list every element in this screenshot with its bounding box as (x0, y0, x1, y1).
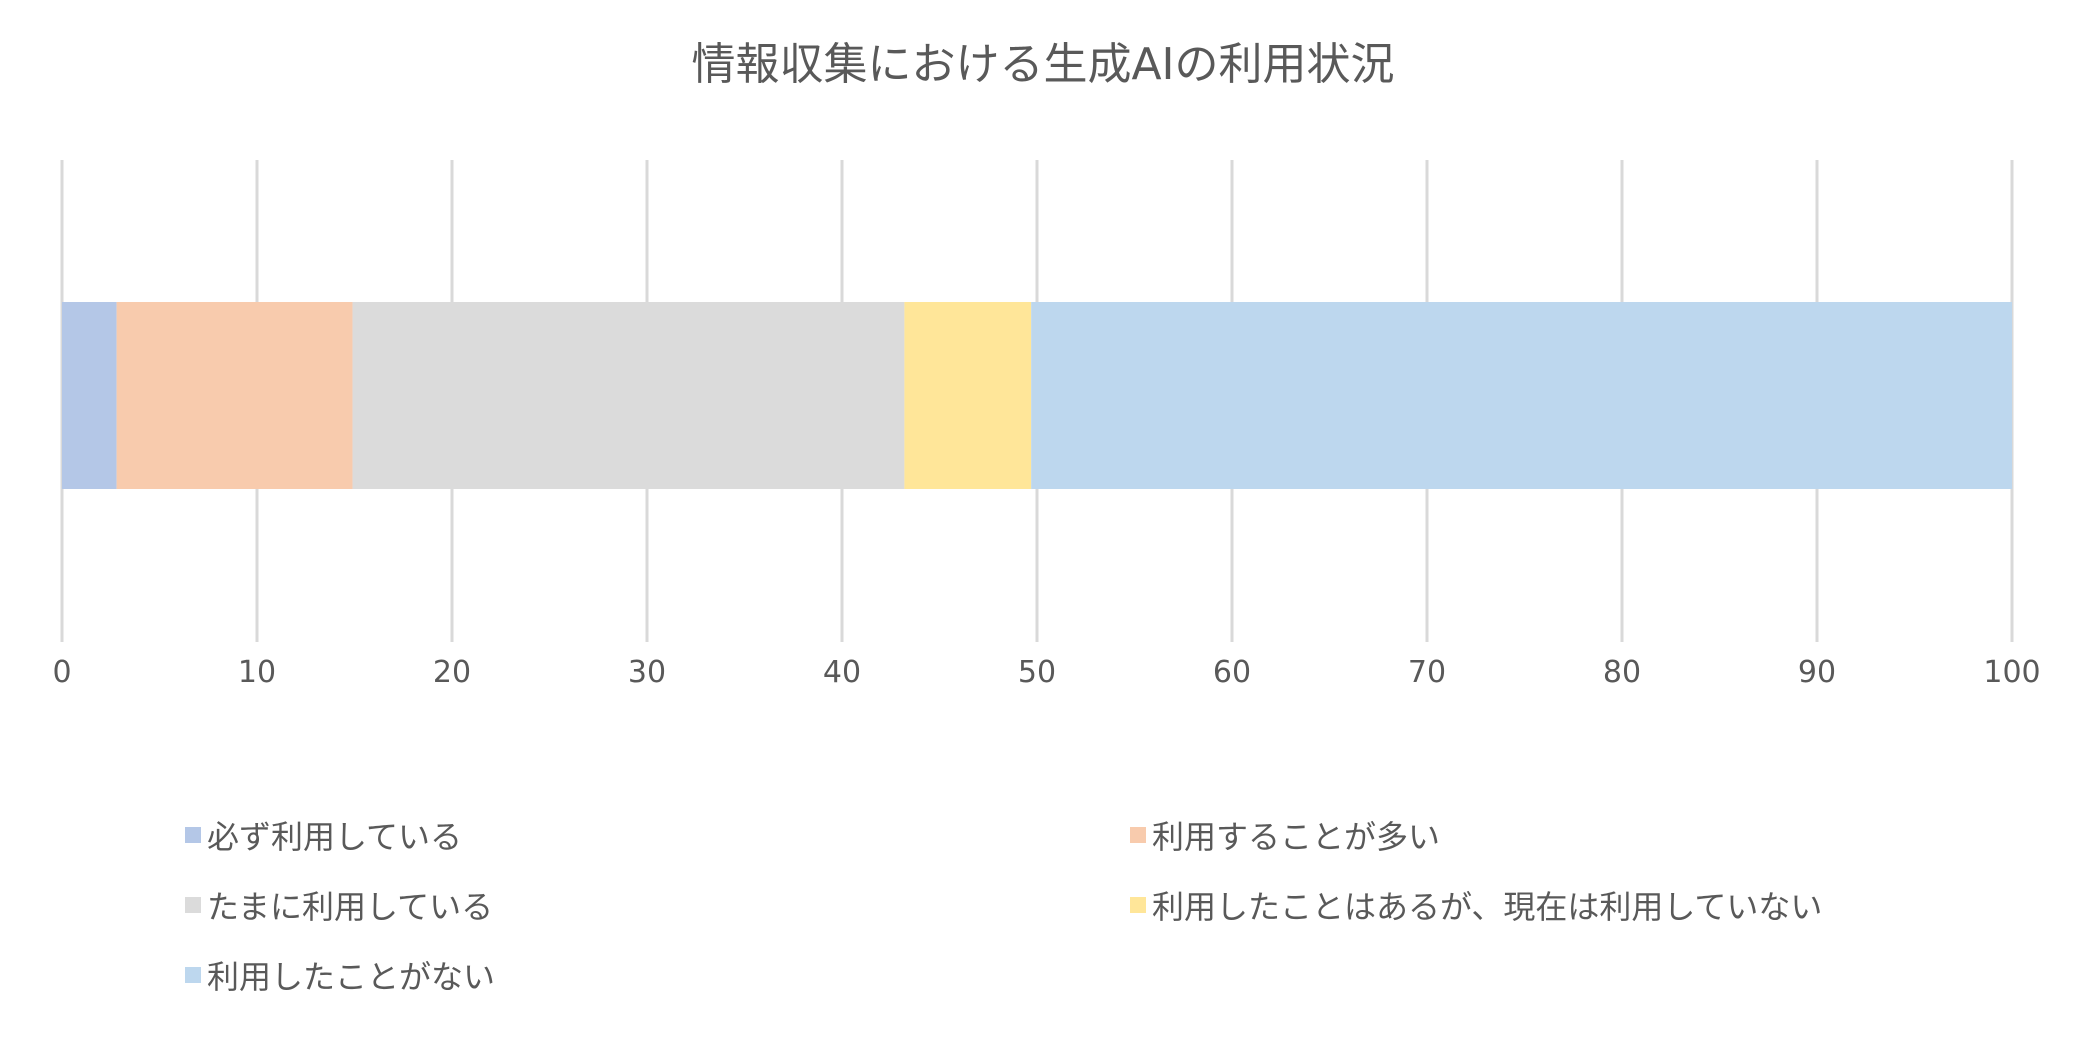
plot-area: 0 10 20 30 40 50 60 70 80 90 100 (52, 160, 2041, 690)
bar-segment-1 (62, 302, 117, 489)
x-tick-label: 10 (238, 655, 276, 690)
bar-segment-2 (116, 302, 353, 489)
x-tick-label: 60 (1213, 655, 1251, 690)
legend-label: 必ず利用している (207, 818, 463, 856)
legend-label: 利用したことがない (207, 958, 496, 996)
x-tick-label: 40 (823, 655, 861, 690)
legend-item: 必ず利用している (185, 810, 462, 860)
x-tick-label: 90 (1798, 655, 1836, 690)
x-tick-label: 70 (1408, 655, 1446, 690)
legend-swatch (185, 967, 201, 983)
legend-item: 利用したことはあるが、現在は利用していない (1130, 880, 1822, 930)
x-tick-label: 50 (1018, 655, 1056, 690)
x-tick-label: 80 (1603, 655, 1641, 690)
legend-swatch (185, 827, 201, 843)
legend-label: たまに利用している (207, 888, 494, 926)
bar-segment-5 (1031, 302, 2012, 489)
bar-segment-3 (352, 302, 905, 489)
x-tick-label: 30 (628, 655, 666, 690)
x-tick-label: 0 (52, 655, 71, 690)
legend-swatch (1130, 897, 1146, 913)
chart-title: 情報収集における生成AIの利用状況 (691, 39, 1395, 90)
legend-item: 利用したことがない (185, 950, 495, 1000)
legend-item: たまに利用している (185, 880, 493, 930)
x-tick-label: 20 (433, 655, 471, 690)
legend-swatch (1130, 827, 1146, 843)
x-tick-label: 100 (1983, 655, 2040, 690)
bar-segment-4 (904, 302, 1032, 489)
legend-label: 利用したことはあるが、現在は利用していない (1152, 888, 1823, 926)
legend-label: 利用することが多い (1152, 818, 1441, 856)
legend-item: 利用することが多い (1130, 810, 1440, 860)
legend-swatch (185, 897, 201, 913)
